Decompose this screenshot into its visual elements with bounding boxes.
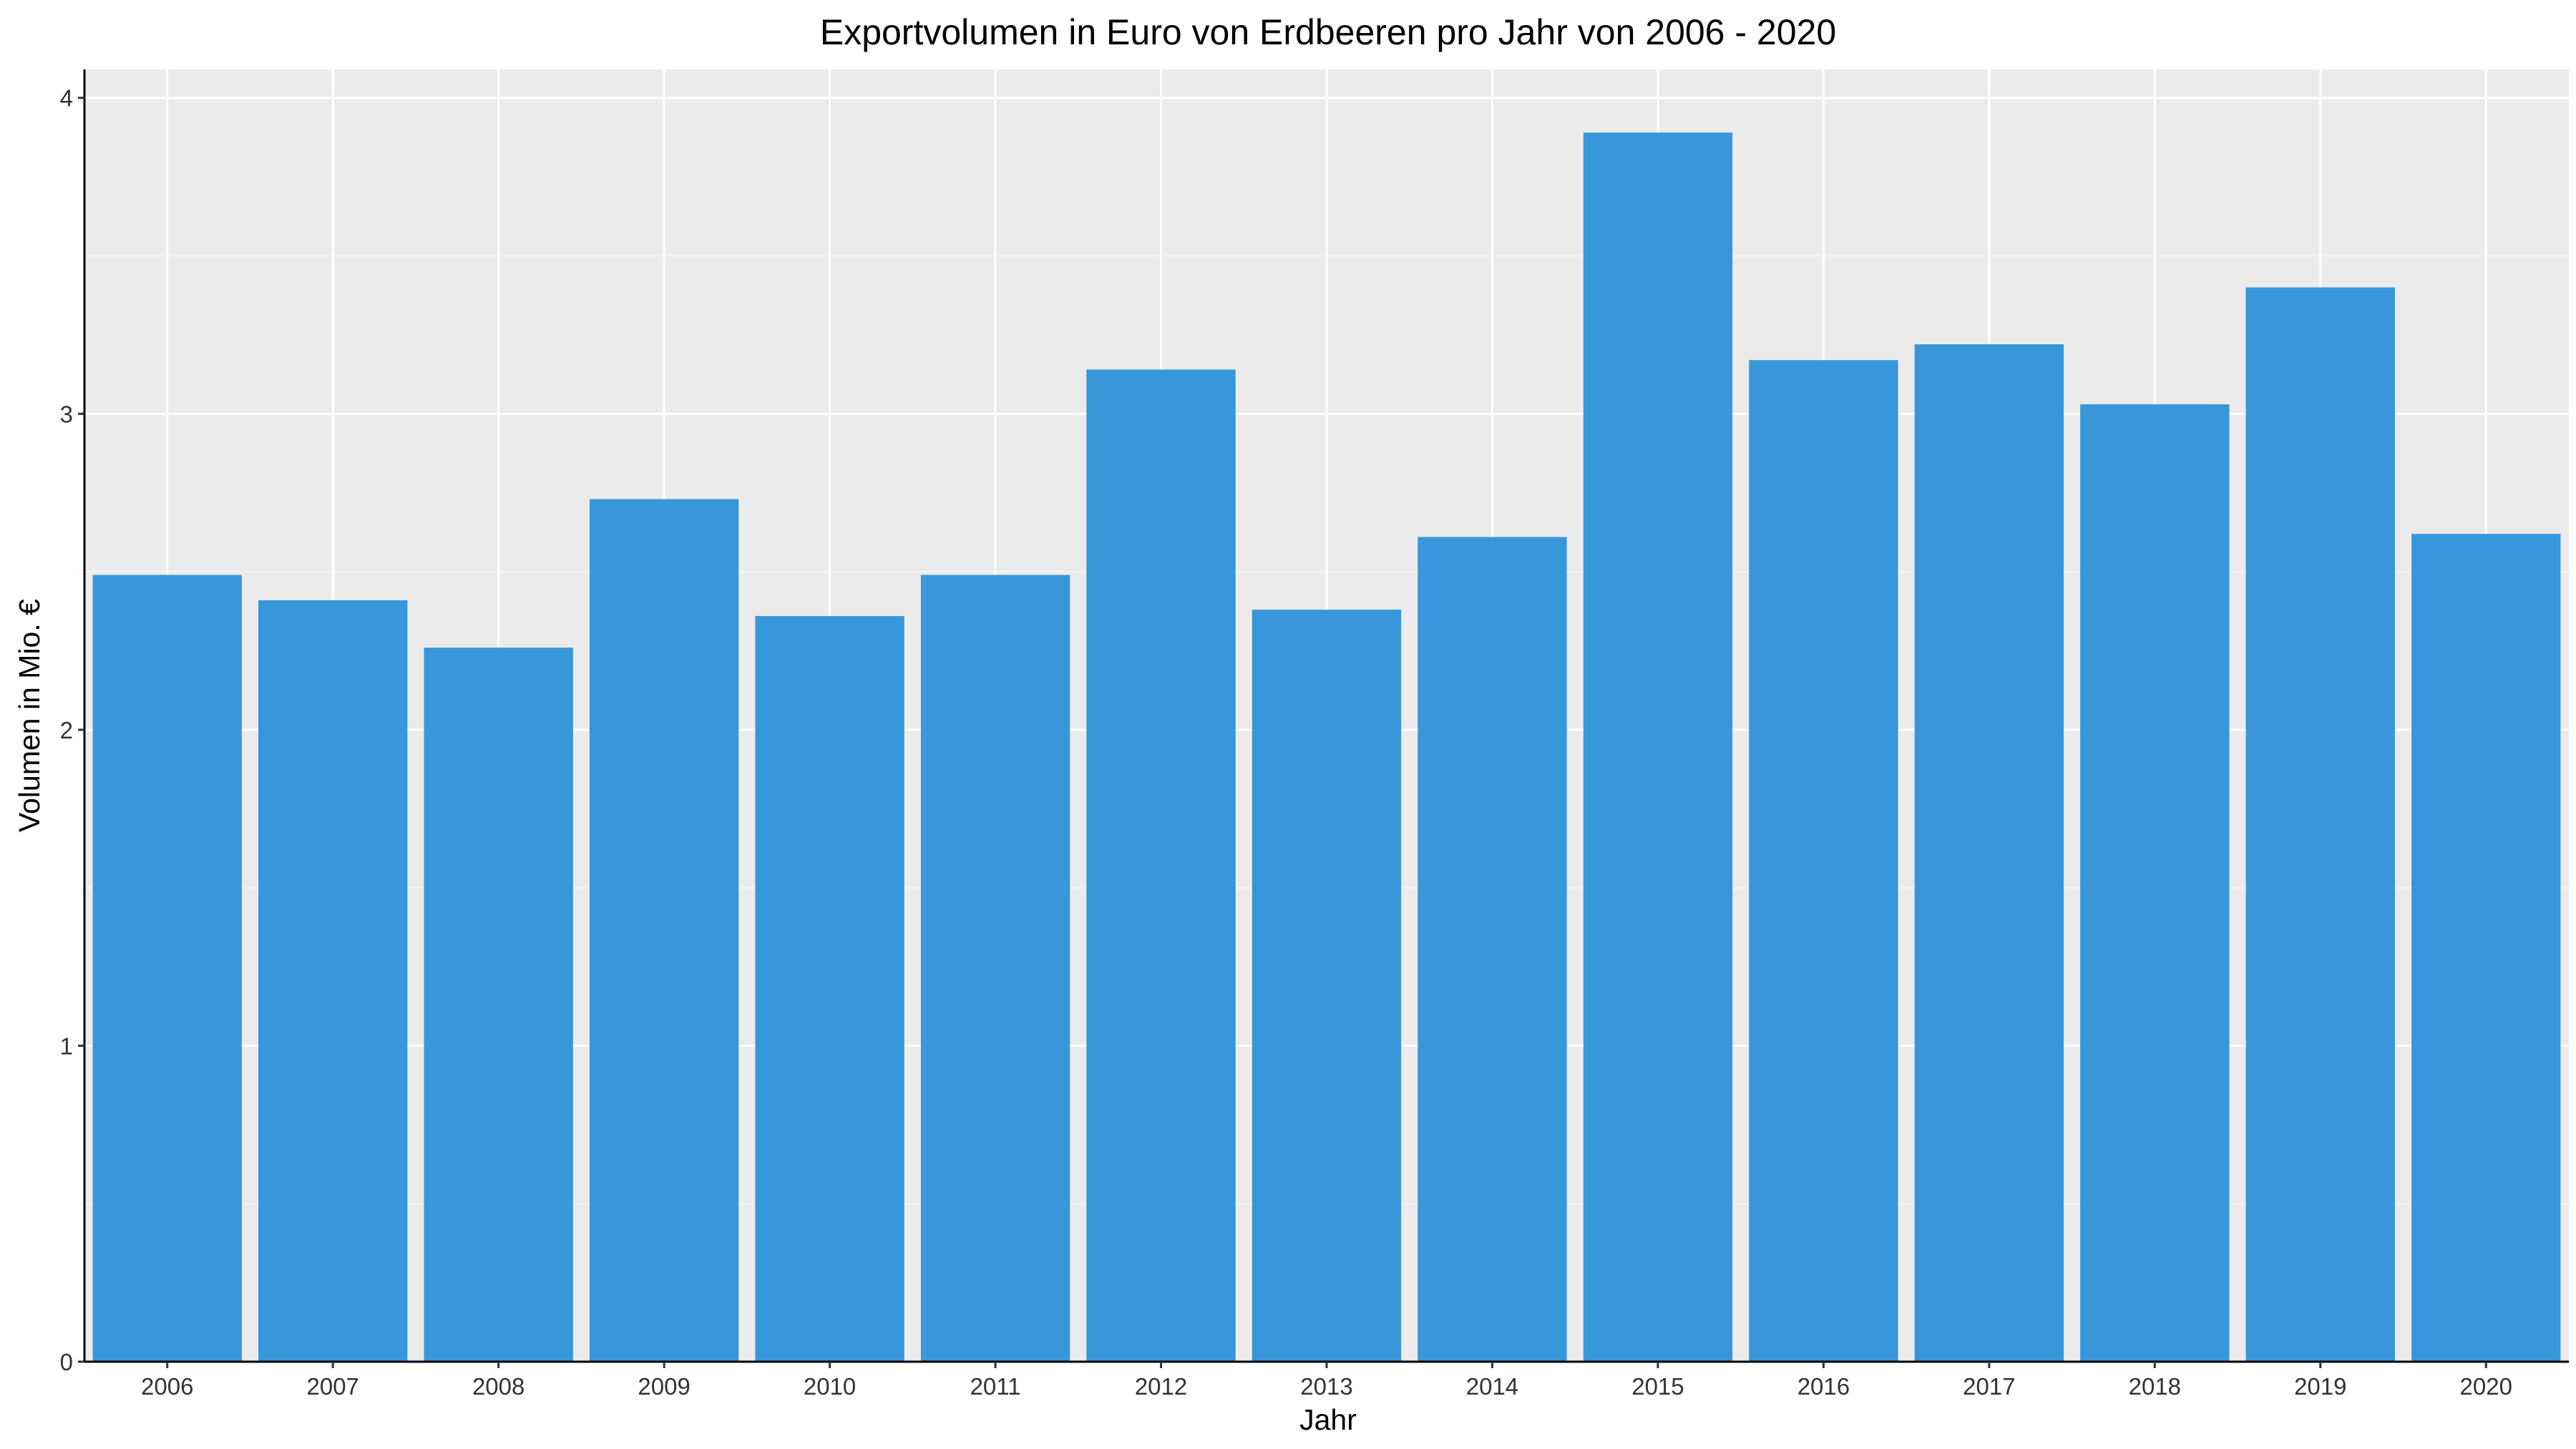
x-tick-label: 2017 — [1963, 1373, 2015, 1400]
bar-2008 — [424, 648, 573, 1362]
x-tick-label: 2015 — [1631, 1373, 1684, 1400]
x-tick-label: 2010 — [804, 1373, 856, 1400]
x-tick-label: 2014 — [1466, 1373, 1518, 1400]
bar-2013 — [1252, 610, 1402, 1362]
x-axis-ticks: 2006 2007 2008 2009 2010 2011 2012 2013 2014 2015… — [141, 1362, 2512, 1400]
bar-2012 — [1086, 369, 1236, 1362]
bar-2010 — [755, 615, 904, 1362]
y-tick-label: 2 — [60, 717, 73, 743]
bar-2020 — [2411, 534, 2561, 1362]
x-tick-label: 2016 — [1797, 1373, 1850, 1400]
x-tick-label: 2013 — [1300, 1373, 1352, 1400]
x-tick-label: 2008 — [472, 1373, 525, 1400]
x-tick-label: 2019 — [2294, 1373, 2346, 1400]
x-tick-label: 2011 — [970, 1373, 1021, 1400]
y-axis-title: Volumen in Mio. € — [13, 599, 46, 832]
y-tick-label: 4 — [60, 85, 73, 112]
bar-2006 — [92, 575, 242, 1362]
x-tick-label: 2006 — [141, 1373, 193, 1400]
bar-2018 — [2080, 404, 2230, 1362]
bar-2009 — [589, 499, 739, 1362]
x-tick-label: 2007 — [306, 1373, 358, 1400]
bar-2015 — [1583, 132, 1733, 1362]
bars — [92, 132, 2561, 1362]
chart-title: Exportvolumen in Euro von Erdbeeren pro … — [820, 12, 1836, 52]
x-tick-label: 2018 — [2129, 1373, 2181, 1400]
y-axis-ticks: 0 1 2 3 4 — [60, 85, 84, 1375]
bar-2016 — [1749, 360, 1898, 1362]
x-tick-label: 2012 — [1135, 1373, 1187, 1400]
y-tick-label: 1 — [60, 1033, 73, 1059]
bar-2007 — [258, 600, 408, 1362]
bar-2019 — [2245, 287, 2395, 1362]
bar-2011 — [920, 575, 1070, 1362]
x-axis-title: Jahr — [1299, 1403, 1357, 1436]
bar-2017 — [1914, 344, 2064, 1362]
x-tick-label: 2020 — [2460, 1373, 2512, 1400]
y-tick-label: 0 — [60, 1349, 73, 1375]
bar-2014 — [1418, 537, 1567, 1362]
x-tick-label: 2009 — [638, 1373, 690, 1400]
y-tick-label: 3 — [60, 401, 73, 427]
